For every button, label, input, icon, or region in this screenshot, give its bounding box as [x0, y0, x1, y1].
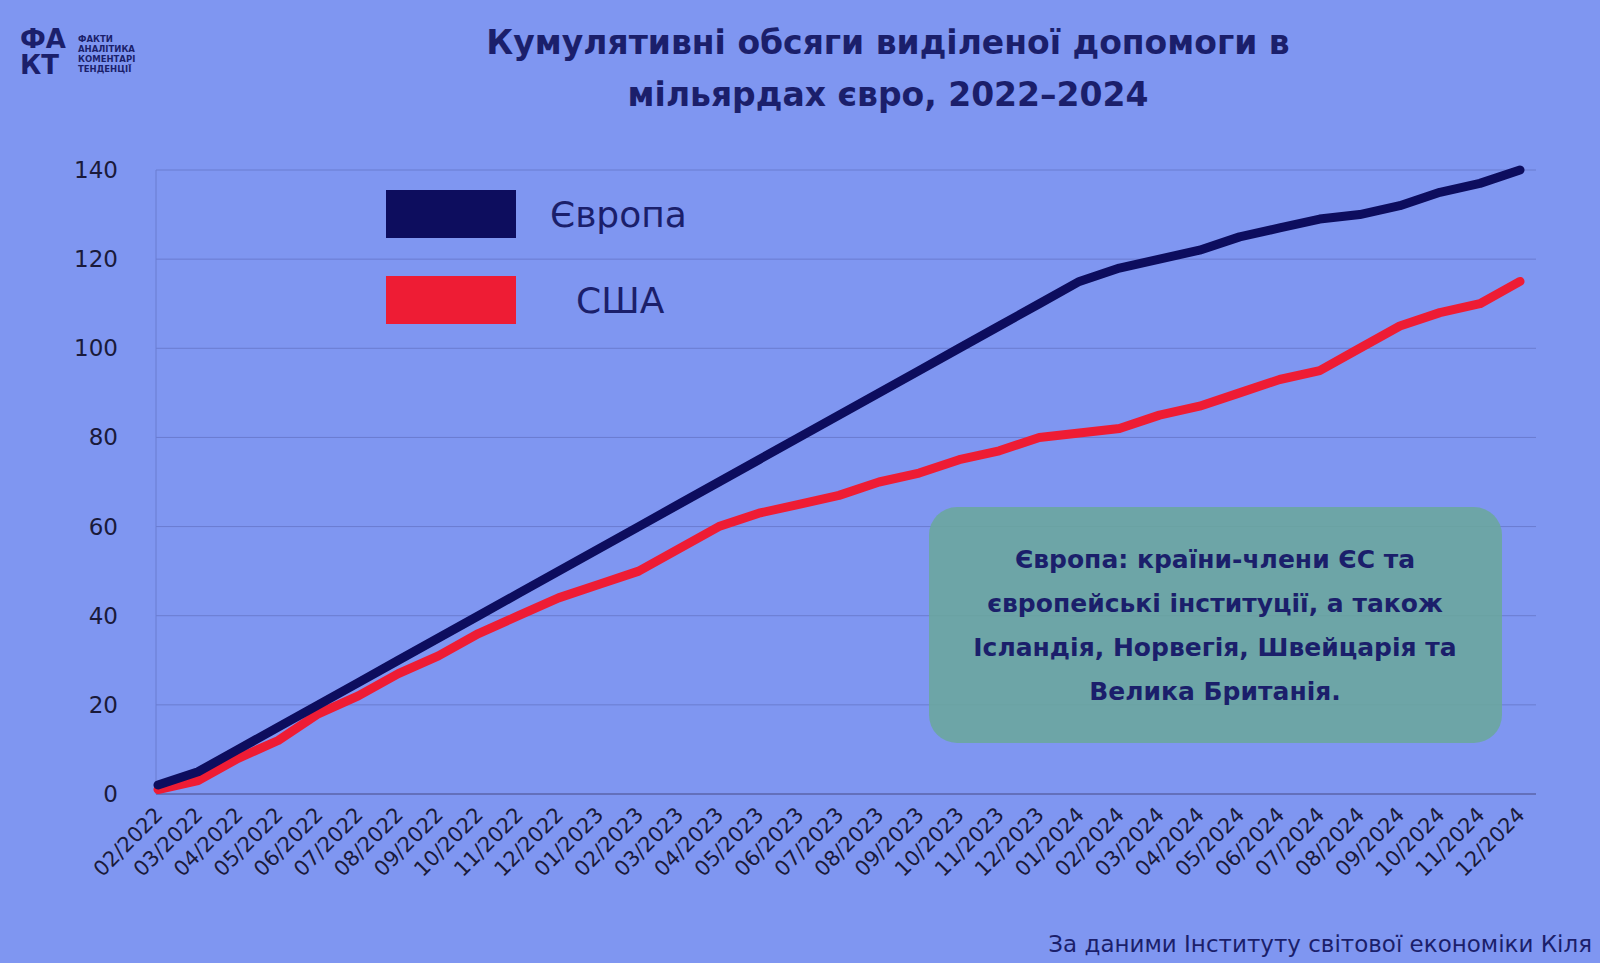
- grid-line: [156, 793, 1536, 795]
- y-tick-label: 140: [74, 157, 118, 183]
- y-axis-line: [156, 170, 157, 794]
- legend-label: США: [576, 280, 665, 321]
- grid-line: [156, 170, 1536, 171]
- legend-swatch: [386, 276, 516, 324]
- grid-line: [156, 437, 1536, 438]
- logo: ФАКТФАКТИАНАЛІТИКАКОМЕНТАРІТЕНДЕНЦІЇ: [20, 24, 135, 80]
- source: За даними Інституту світової економіки К…: [1048, 931, 1592, 957]
- y-tick-label: 100: [74, 335, 118, 361]
- logo-mark: КТ: [20, 50, 59, 80]
- title: Кумулятивні обсяги виділеної допомоги вм…: [486, 23, 1289, 114]
- grid-line: [156, 259, 1536, 260]
- logo-text: АНАЛІТИКА: [78, 44, 135, 54]
- x-tick-label: 12/2024: [1451, 803, 1530, 882]
- y-tick-label: 80: [89, 424, 118, 450]
- logo-text: ФАКТИ: [78, 34, 113, 44]
- series-line: [158, 170, 1520, 785]
- legend-label: Європа: [550, 194, 687, 235]
- lines: [158, 170, 1520, 790]
- y-tick-label: 20: [89, 692, 118, 718]
- chart: ФАКТФАКТИАНАЛІТИКАКОМЕНТАРІТЕНДЕНЦІЇКуму…: [0, 0, 1600, 963]
- annotation-text: Європа: країни-члени ЄС таєвропейські ін…: [973, 545, 1456, 706]
- background: [0, 0, 1600, 963]
- grid-line: [156, 348, 1536, 349]
- x-axis: 02/202203/202204/202205/202206/202207/20…: [89, 803, 1530, 882]
- annotation: Європа: країни-члени ЄС таєвропейські ін…: [929, 507, 1502, 743]
- annotation-box: [929, 507, 1502, 743]
- series-line: [158, 281, 1520, 789]
- logo-text: КОМЕНТАРІ: [78, 54, 135, 64]
- y-tick-label: 0: [103, 781, 118, 807]
- logo-text: ТЕНДЕНЦІЇ: [78, 64, 131, 74]
- y-tick-label: 60: [89, 514, 118, 540]
- y-tick-label: 40: [89, 603, 118, 629]
- y-axis: 0 20 40 60 80 100 120 140: [74, 157, 1536, 807]
- legend: Європа США: [386, 190, 687, 324]
- y-tick-label: 120: [74, 246, 118, 272]
- legend-swatch: [386, 190, 516, 238]
